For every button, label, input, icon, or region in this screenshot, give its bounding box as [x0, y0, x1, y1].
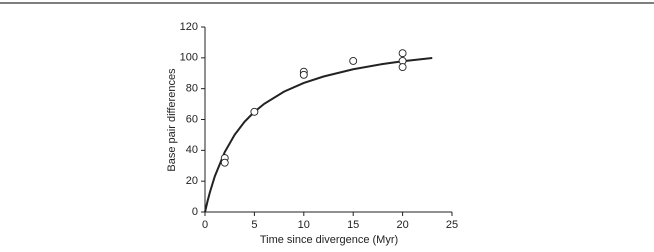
y-tick-label: 20 — [186, 175, 198, 187]
x-axis-label: Time since divergence (Myr) — [260, 234, 398, 246]
x-tick-label: 5 — [251, 219, 257, 231]
x-tick-label: 25 — [446, 219, 458, 231]
y-tick-label: 40 — [186, 144, 198, 156]
data-point — [220, 158, 229, 167]
x-tick-label: 15 — [347, 219, 359, 231]
y-tick-label: 0 — [192, 206, 198, 218]
y-tick-label: 100 — [180, 52, 198, 64]
data-point — [398, 63, 407, 72]
y-tick-label: 60 — [186, 113, 198, 125]
y-axis-label: Base pair differences — [166, 68, 178, 172]
y-tick-label: 120 — [180, 21, 198, 33]
data-point — [299, 70, 308, 79]
data-point — [250, 107, 259, 116]
data-point — [398, 49, 407, 58]
x-tick-label: 20 — [396, 219, 408, 231]
fit-curve — [204, 56, 433, 213]
data-point — [349, 56, 358, 65]
y-tick-label: 80 — [186, 83, 198, 95]
x-tick-label: 10 — [298, 219, 310, 231]
x-tick-label: 0 — [202, 219, 208, 231]
